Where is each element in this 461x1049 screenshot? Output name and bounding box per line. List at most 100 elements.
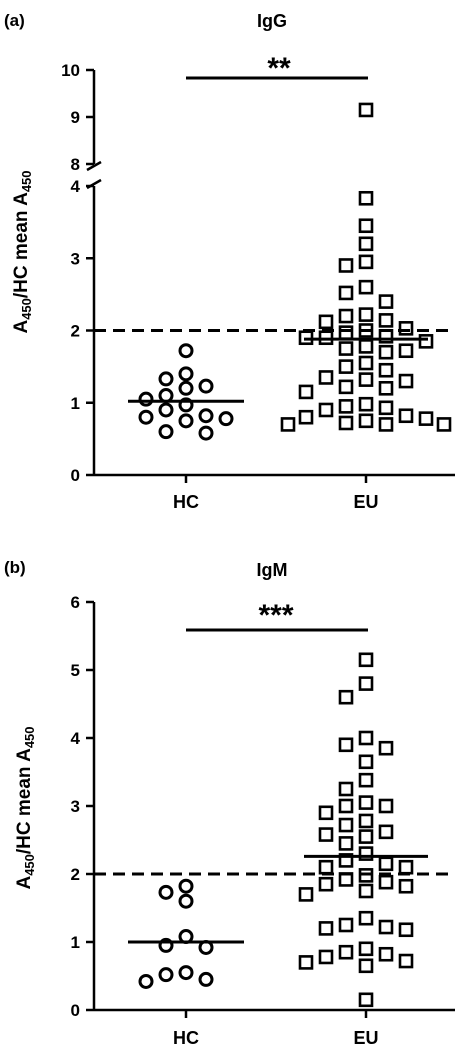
ylabel-b-sub2: 450 xyxy=(22,726,37,748)
panel-a-eu-point xyxy=(418,334,434,349)
ylabel-b-mid: /HC mean A xyxy=(14,748,35,854)
panel-b-eu-point xyxy=(378,919,394,935)
panel-a-eu-point xyxy=(338,285,354,301)
panel-b-eu-point xyxy=(398,878,414,894)
panel-b-hc-point xyxy=(178,893,194,909)
panel-b-x-tick-hc: HC xyxy=(173,1028,199,1048)
panel-a-eu-point xyxy=(378,400,394,416)
panel-b-eu-point xyxy=(338,944,354,960)
panel-b-eu-point xyxy=(358,958,374,974)
panel-b-eu-point xyxy=(378,856,394,872)
panel-a-hc-point xyxy=(158,388,174,404)
panel-a-y-axis-label: A450/HC mean A450 xyxy=(11,170,34,333)
panel-b-hc-point xyxy=(158,967,174,983)
panel-a-y-tick-label: 3 xyxy=(71,249,80,268)
panel-a-eu-point xyxy=(358,413,374,429)
panel-b-eu-point xyxy=(298,887,314,902)
panel-b-eu-point xyxy=(358,813,374,829)
panel-a-hc-point xyxy=(218,411,234,427)
panel-a-y-tick-label: 2 xyxy=(71,322,80,341)
panel-a-eu-point xyxy=(358,254,374,270)
panel-a-hc-point xyxy=(138,391,154,407)
ylabel-a-sub1: 450 xyxy=(19,298,34,320)
panel-a-eu-point xyxy=(338,341,354,356)
panel-b-y-tick-label: 6 xyxy=(71,593,80,612)
panel-b-hc-point xyxy=(158,937,174,953)
panel-a-y-tick-label: 10 xyxy=(61,61,80,80)
panel-a-eu-point xyxy=(338,359,354,374)
panel-b-hc-point xyxy=(138,973,154,989)
panel-b-eu-point xyxy=(318,949,334,965)
panel-b-eu-point xyxy=(358,846,374,861)
panel-a-eu-point xyxy=(358,102,374,118)
panel-a-y-tick-label: 4 xyxy=(71,177,81,196)
panel-a-hc-point xyxy=(158,371,174,387)
panel-b-y-tick-label: 1 xyxy=(71,933,80,952)
panel-b-y-axis-label: A450/HC mean A450 xyxy=(14,726,37,889)
panel-b-eu-point xyxy=(318,921,334,936)
panel-b-points xyxy=(138,652,414,1008)
panel-b-eu-point xyxy=(338,836,354,851)
panel-b-eu-point xyxy=(298,955,314,970)
panel-b-eu-point xyxy=(338,781,354,797)
panel-a-hc-point xyxy=(198,378,214,394)
panel-a-hc-point xyxy=(138,409,154,425)
panel-a-eu-point xyxy=(318,402,334,418)
panel-a-y-tick-label: 1 xyxy=(71,394,80,413)
panel-b-eu-point xyxy=(338,689,354,705)
panel-b-y-tick-label: 3 xyxy=(71,797,80,816)
panel-a-hc-point xyxy=(178,366,194,382)
panel-b-eu-point xyxy=(358,992,374,1008)
panel-a-eu-point xyxy=(398,321,414,336)
panel-a-eu-point xyxy=(318,370,334,385)
panel-b-eu-point xyxy=(378,874,394,890)
panel-b-eu-point xyxy=(338,798,354,814)
panel-b-y-ticks: 0 1 2 3 4 5 6 xyxy=(71,593,94,1020)
panel-a-title: IgG xyxy=(257,11,287,31)
panel-b-hc-point xyxy=(178,965,194,981)
panel-a-hc-point xyxy=(178,380,194,396)
panel-a-eu-point xyxy=(318,314,334,330)
panel-a-eu-point xyxy=(378,294,394,309)
panel-b-y-tick-label: 4 xyxy=(71,729,81,748)
panel-b-eu-point xyxy=(358,795,374,810)
panel-b-eu-point xyxy=(378,946,394,962)
panel-a-significance: ** xyxy=(267,52,291,85)
panel-a-eu-point xyxy=(298,409,314,425)
panel-a-eu-point xyxy=(378,417,394,432)
panel-b-eu-point xyxy=(378,824,394,840)
panel-a-eu-point xyxy=(338,325,354,340)
ylabel-a-sub2: 450 xyxy=(19,170,34,192)
panel-a-hc-point xyxy=(158,402,174,418)
panel-a-eu-point xyxy=(398,373,414,389)
panel-b-x-tick-eu: EU xyxy=(353,1028,378,1048)
panel-b-title: IgM xyxy=(257,560,288,580)
panel-b-eu-point xyxy=(358,941,374,957)
ylabel-b-main: A xyxy=(14,876,35,890)
panel-a-eu-point xyxy=(418,411,434,426)
panel-a-eu-point xyxy=(358,190,374,206)
panel-a-y-tick-label: 8 xyxy=(71,155,80,174)
panel-b-hc-point xyxy=(198,971,214,987)
panel-a-eu-point xyxy=(378,380,394,396)
panel-a-eu-point xyxy=(338,415,354,431)
panel-a-hc-point xyxy=(158,424,174,440)
panel-a-y-tick-label: 9 xyxy=(71,108,80,127)
panel-a-eu-point xyxy=(358,236,374,252)
panel-a-eu-point xyxy=(378,344,394,360)
panel-a-eu-point xyxy=(398,408,414,424)
panel-b-eu-point xyxy=(398,922,414,938)
panel-b-eu-point xyxy=(318,827,334,842)
panel-a-eu-point xyxy=(280,417,296,432)
panel-b-eu-point xyxy=(318,876,334,892)
panel-b-eu-point xyxy=(358,754,374,770)
panel-b-y-tick-label: 0 xyxy=(71,1001,80,1020)
panel-b-eu-point xyxy=(358,772,374,788)
panel-a-eu-point xyxy=(358,372,374,387)
panel-b-reference-lines xyxy=(94,628,455,944)
panel-a-eu-point xyxy=(436,417,452,432)
panel-b-y-tick-label: 5 xyxy=(71,661,80,680)
panel-b-eu-point xyxy=(338,737,354,753)
